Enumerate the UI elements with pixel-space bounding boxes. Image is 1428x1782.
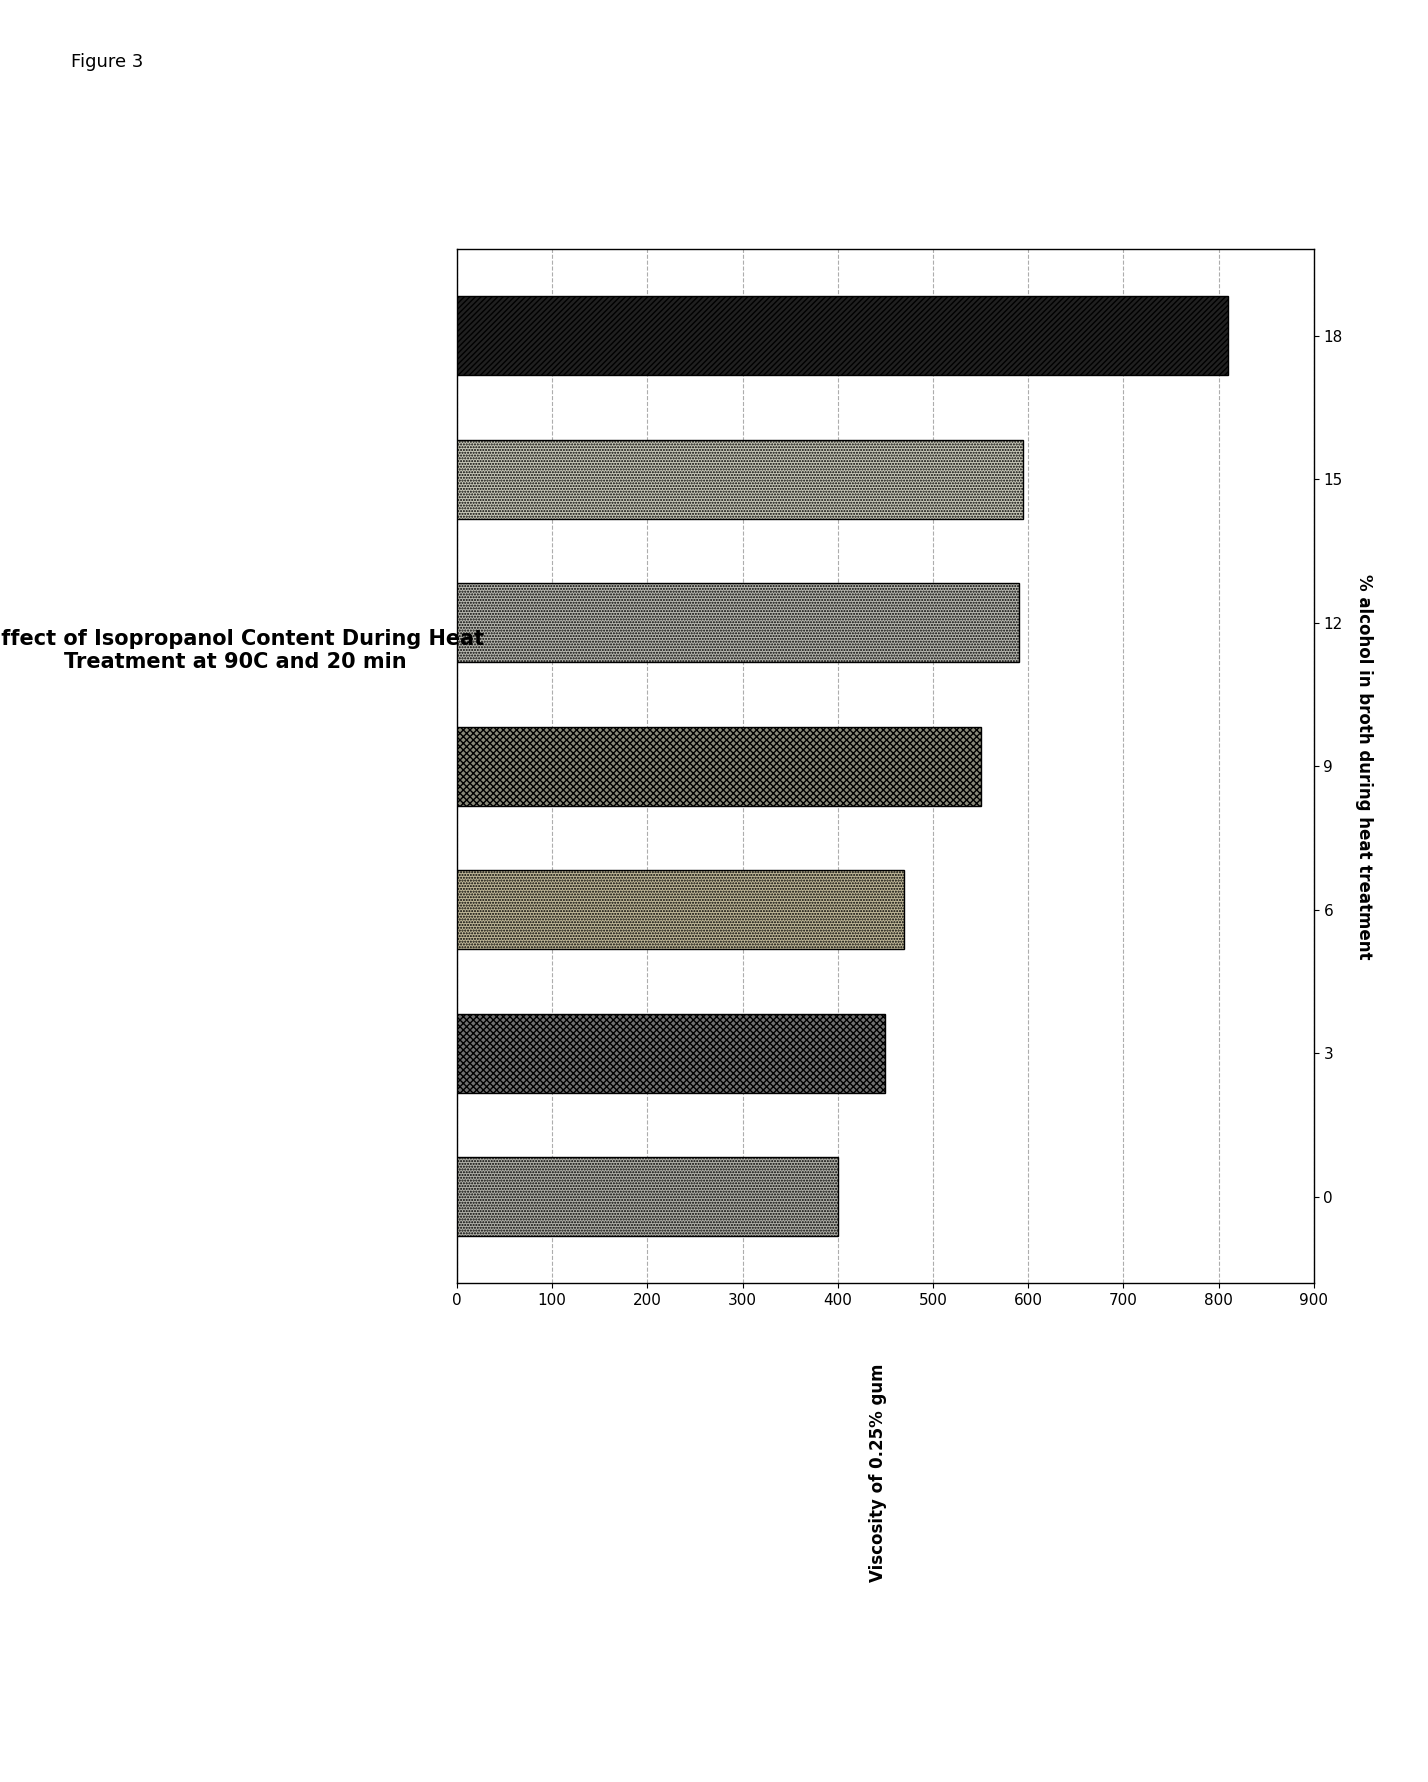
Bar [457,583,1018,663]
Text: % alcohol in broth during heat treatment: % alcohol in broth during heat treatment [1355,574,1372,959]
Bar [457,296,1228,376]
Bar [457,870,904,950]
Text: Viscosity of 0.25% gum: Viscosity of 0.25% gum [870,1363,887,1582]
Text: Figure 3: Figure 3 [71,53,144,71]
Text: Effect of Isopropanol Content During Heat
Treatment at 90C and 20 min: Effect of Isopropanol Content During Hea… [0,629,484,672]
Bar [457,727,981,805]
Bar [457,1014,885,1092]
Bar [457,1157,838,1237]
Bar [457,440,1024,519]
